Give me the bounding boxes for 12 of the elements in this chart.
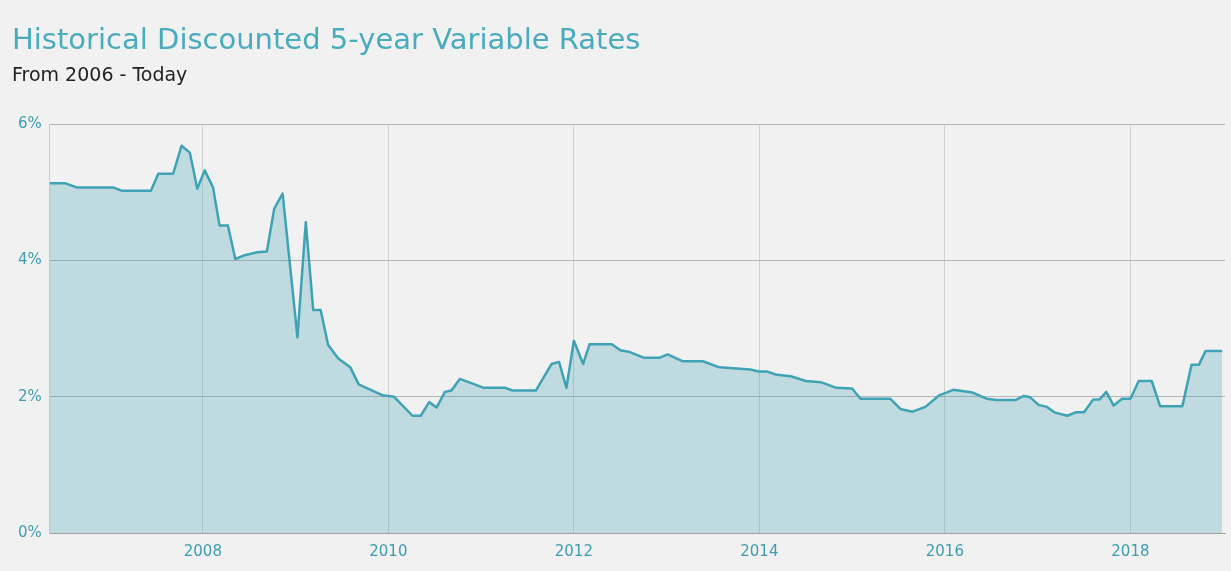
- y-tick-label: 2%: [18, 386, 42, 405]
- y-tick-label: 6%: [18, 113, 42, 132]
- x-tick-label: 2008: [183, 541, 222, 560]
- x-tick-label: 2018: [1111, 541, 1150, 560]
- y-tick-label: 4%: [18, 250, 42, 269]
- x-tick-label: 2014: [740, 541, 779, 560]
- chart-title: Historical Discounted 5-year Variable Rates: [12, 22, 641, 56]
- y-tick-label: 0%: [18, 522, 42, 541]
- x-tick-label: 2016: [925, 541, 964, 560]
- x-tick-label: 2012: [554, 541, 593, 560]
- x-tick-label: 2010: [369, 541, 408, 560]
- chart-subtitle: From 2006 - Today: [12, 63, 188, 85]
